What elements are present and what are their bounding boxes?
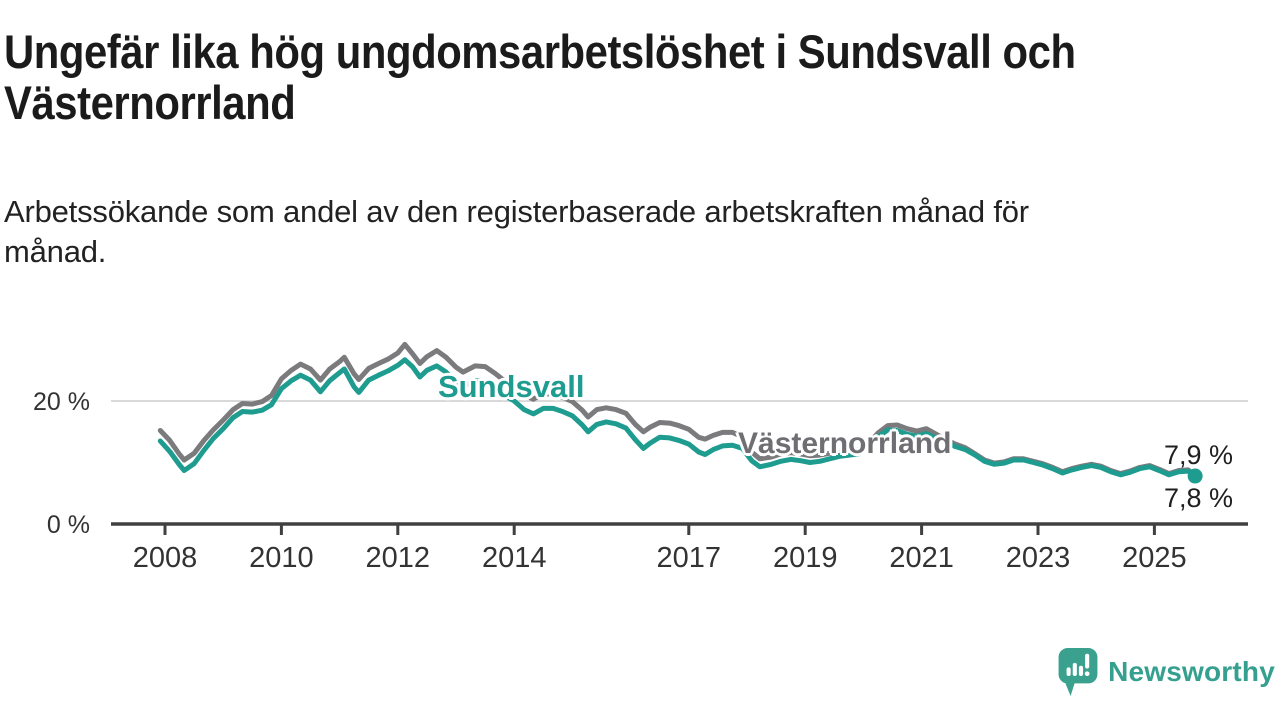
series-label-vasternorrland: Västernorrland <box>738 427 952 460</box>
end-value-label-vasternorrland: 7,9 % <box>1164 440 1234 470</box>
x-tick-label-2010: 2010 <box>249 542 314 574</box>
y-tick-label-0: 0 % <box>47 511 90 539</box>
subtitle: Arbetssökande som andel av den registerb… <box>4 194 1029 269</box>
series-line-sundsvall <box>157 357 1198 479</box>
end-value-label-sundsvall: 7,8 % <box>1164 483 1234 513</box>
x-tick-label-2019: 2019 <box>773 542 838 574</box>
logo-bar-1 <box>1066 667 1071 676</box>
x-tick-label-2021: 2021 <box>889 542 954 574</box>
logo-bar-2 <box>1072 662 1077 676</box>
series-label-sundsvall: Sundsvall <box>438 369 585 404</box>
end-dot-sundsvall <box>1187 468 1203 484</box>
brand-name: Newsworthy <box>1108 656 1275 687</box>
logo-exclamation-bar <box>1085 653 1090 669</box>
logo-exclamation-dot <box>1084 671 1090 677</box>
x-tick-label-2014: 2014 <box>482 542 547 574</box>
y-tick-label-20: 20 % <box>33 388 90 416</box>
x-tick-label-2012: 2012 <box>366 542 431 574</box>
x-tick-label-2017: 2017 <box>657 542 722 574</box>
x-tick-label-2008: 2008 <box>133 542 198 574</box>
page-title: Ungefär lika hög ungdomsarbetslöshet i S… <box>4 25 1076 129</box>
speech-bubble-shape <box>1058 648 1098 696</box>
newsworthy-logo-icon <box>1058 648 1098 696</box>
x-tick-label-2025: 2025 <box>1122 542 1187 574</box>
x-tick-label-2023: 2023 <box>1006 542 1071 574</box>
newsworthy-logo: Newsworthy <box>1058 648 1275 696</box>
series-line-västernorrland <box>157 341 1198 478</box>
logo-bar-3 <box>1078 665 1084 676</box>
